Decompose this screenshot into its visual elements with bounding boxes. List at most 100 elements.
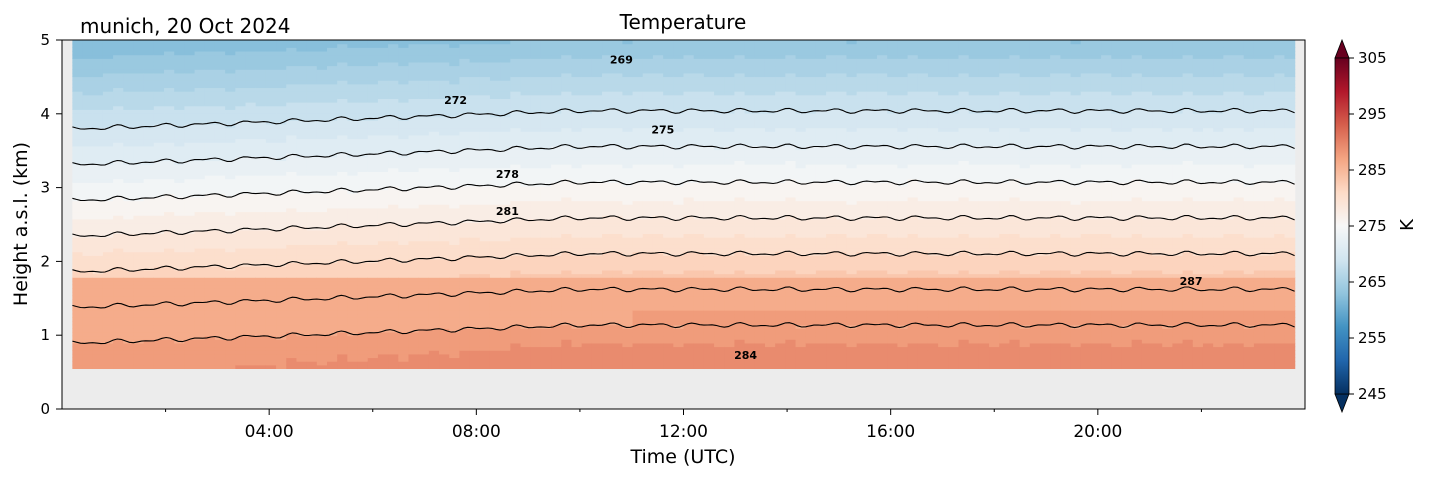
field-cell bbox=[214, 83, 226, 89]
field-cell bbox=[622, 266, 634, 271]
field-cell bbox=[520, 320, 532, 326]
field-cell bbox=[469, 83, 481, 89]
field-cell bbox=[551, 295, 562, 300]
field-cell bbox=[428, 207, 440, 213]
field-cell bbox=[214, 299, 226, 304]
field-cell bbox=[72, 87, 84, 92]
field-cell bbox=[489, 189, 501, 194]
field-cell bbox=[204, 280, 216, 286]
field-cell bbox=[540, 339, 552, 344]
field-cell bbox=[316, 182, 328, 187]
field-cell bbox=[500, 160, 511, 165]
field-cell bbox=[591, 102, 603, 107]
field-cell bbox=[347, 226, 359, 231]
field-cell bbox=[530, 156, 542, 162]
field-cell bbox=[612, 200, 623, 205]
field-cell bbox=[469, 127, 481, 132]
field-cell bbox=[214, 80, 226, 85]
field-cell bbox=[632, 288, 644, 293]
field-cell bbox=[551, 247, 562, 253]
field-cell bbox=[367, 269, 379, 275]
field-cell bbox=[398, 80, 410, 85]
field-cell bbox=[92, 302, 104, 307]
field-cell bbox=[72, 361, 84, 366]
field-cell bbox=[449, 123, 461, 129]
field-cell bbox=[102, 156, 114, 162]
field-cell bbox=[428, 91, 440, 96]
field-cell bbox=[153, 102, 165, 107]
field-cell bbox=[214, 328, 226, 333]
field-cell bbox=[479, 320, 491, 326]
field-cell bbox=[214, 291, 226, 297]
field-cell bbox=[479, 211, 491, 216]
field-cell bbox=[113, 80, 124, 85]
field-cell bbox=[510, 255, 522, 260]
field-cell bbox=[82, 251, 94, 256]
field-cell bbox=[133, 251, 145, 256]
field-cell bbox=[581, 364, 593, 370]
field-cell bbox=[92, 320, 104, 326]
field-cell bbox=[398, 54, 410, 59]
field-cell bbox=[367, 164, 379, 169]
field-cell bbox=[143, 291, 155, 297]
field-cell bbox=[316, 251, 328, 256]
field-cell bbox=[418, 335, 430, 340]
field-cell bbox=[306, 182, 318, 187]
field-cell bbox=[164, 244, 175, 249]
field-cell bbox=[276, 160, 287, 165]
field-cell bbox=[591, 149, 603, 154]
field-cell bbox=[408, 138, 420, 143]
field-cell bbox=[602, 280, 613, 286]
field-cell bbox=[622, 258, 634, 264]
field-cell bbox=[174, 43, 186, 48]
field-cell bbox=[296, 153, 308, 158]
field-cell bbox=[164, 229, 175, 234]
field-cell bbox=[510, 211, 522, 216]
field-cell bbox=[337, 251, 348, 256]
field-cell bbox=[92, 346, 104, 351]
field-cell bbox=[286, 87, 298, 92]
field-cell bbox=[622, 134, 634, 140]
field-cell bbox=[418, 277, 430, 282]
field-cell bbox=[123, 76, 135, 81]
field-cell bbox=[153, 175, 165, 180]
field-cell bbox=[418, 182, 430, 187]
field-cell bbox=[408, 306, 420, 311]
field-cell bbox=[265, 269, 277, 275]
field-cell bbox=[540, 262, 552, 267]
field-cell bbox=[377, 87, 389, 92]
field-cell bbox=[500, 153, 511, 158]
field-cell bbox=[591, 226, 603, 231]
field-cell bbox=[133, 295, 145, 300]
field-cell bbox=[92, 76, 104, 81]
field-cell bbox=[235, 43, 247, 48]
field-cell bbox=[530, 123, 542, 129]
field-cell bbox=[479, 226, 491, 231]
field-cell bbox=[469, 43, 481, 48]
field-cell bbox=[530, 218, 542, 224]
field-cell bbox=[82, 364, 94, 370]
field-cell bbox=[296, 142, 308, 147]
field-cell bbox=[72, 247, 84, 253]
field-cell bbox=[418, 76, 430, 81]
field-cell bbox=[225, 331, 236, 337]
field-cell bbox=[418, 153, 430, 158]
field-cell bbox=[357, 218, 369, 224]
field-cell bbox=[347, 80, 359, 85]
field-cell bbox=[540, 302, 552, 307]
field-cell bbox=[591, 175, 603, 180]
field-cell bbox=[418, 255, 430, 260]
field-cell bbox=[612, 331, 623, 337]
field-cell bbox=[194, 277, 206, 282]
field-cell bbox=[602, 61, 613, 67]
field-cell bbox=[469, 284, 481, 289]
field-cell bbox=[500, 134, 511, 140]
field-cell bbox=[316, 200, 328, 205]
field-cell bbox=[428, 102, 440, 107]
field-cell bbox=[82, 149, 94, 154]
field-cell bbox=[377, 317, 389, 322]
field-cell bbox=[123, 189, 135, 194]
field-cell bbox=[194, 47, 206, 52]
field-cell bbox=[194, 207, 206, 213]
field-cell bbox=[72, 273, 84, 278]
